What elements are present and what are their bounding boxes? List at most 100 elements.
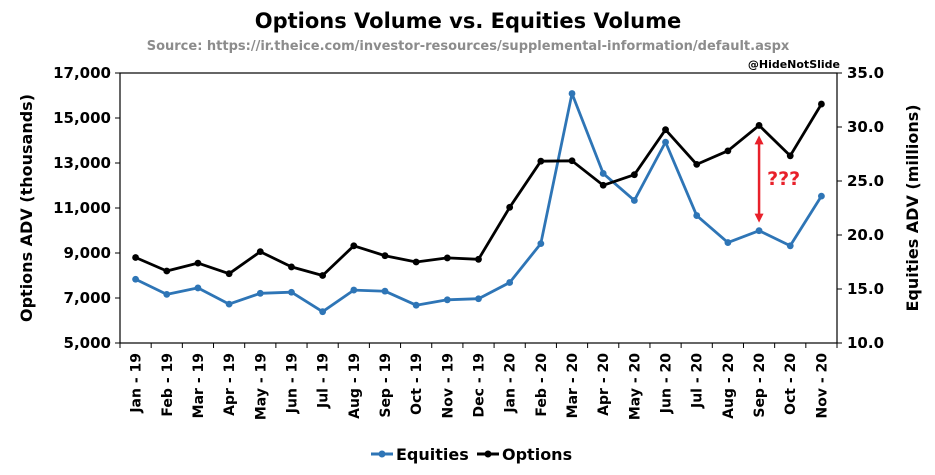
left-tick-label: 11,000 — [53, 199, 111, 217]
x-tick-label: Sep - 19 — [378, 353, 394, 418]
data-point-equities — [568, 90, 576, 97]
data-point-equities — [381, 287, 389, 295]
right-tick-label: 35.0 — [847, 64, 884, 82]
legend-marker-options — [484, 450, 492, 458]
right-tick-label: 20.0 — [847, 226, 884, 244]
data-point-options — [818, 100, 825, 108]
x-axis-ticks: Jan - 19 Feb - 19 Mar - 19 Apr - 19 May - 19… — [119, 343, 838, 420]
x-tick-label: May - 20 — [627, 353, 643, 420]
right-tick-label: 15.0 — [847, 280, 884, 298]
data-point-equities — [786, 242, 794, 250]
x-tick-label: May - 19 — [253, 353, 269, 420]
data-point-equities — [599, 170, 607, 177]
right-axis-ticks: 10.0 15.0 20.0 25.0 30.0 35.0 — [837, 64, 884, 352]
data-point-equities — [630, 197, 638, 204]
data-point-equities — [132, 275, 139, 283]
series-line-equities — [134, 92, 823, 314]
legend-label-options: Options — [502, 445, 572, 464]
x-tick-label: Mar - 19 — [191, 353, 207, 418]
data-point-options — [568, 157, 576, 165]
x-tick-label: Jan - 20 — [503, 353, 519, 414]
x-tick-label: Nov - 20 — [814, 353, 830, 419]
data-point-options — [443, 254, 451, 262]
annotation-label: ??? — [767, 168, 800, 190]
x-tick-label: Aug - 20 — [721, 353, 737, 419]
x-tick-label: Oct - 20 — [783, 353, 799, 415]
data-point-equities — [350, 286, 358, 294]
x-tick-label: Sep - 20 — [752, 353, 768, 418]
data-point-equities — [475, 295, 482, 303]
left-tick-label: 17,000 — [53, 64, 111, 82]
x-tick-label: Jan - 19 — [129, 353, 145, 414]
legend-label-equities: Equities — [396, 445, 469, 464]
left-tick-label: 9,000 — [64, 244, 111, 262]
data-point-equities — [194, 284, 202, 292]
x-tick-label: Mar - 20 — [565, 353, 581, 419]
x-tick-label: Apr - 19 — [222, 353, 238, 416]
data-point-options — [786, 152, 794, 160]
left-tick-label: 15,000 — [53, 109, 111, 127]
data-point-options — [630, 171, 638, 179]
data-point-options — [537, 157, 545, 165]
data-point-options — [693, 160, 701, 168]
data-point-options — [132, 254, 139, 261]
x-tick-label: Jun - 20 — [659, 353, 675, 414]
x-tick-label: Nov - 19 — [440, 353, 456, 419]
left-tick-label: 13,000 — [53, 154, 111, 172]
left-axis-label: Options ADV (thousands) — [17, 94, 36, 322]
x-tick-label: Apr - 20 — [596, 353, 612, 416]
legend: Equities Options — [371, 445, 572, 464]
legend-item-equities: Equities — [371, 445, 469, 464]
right-tick-label: 30.0 — [847, 118, 884, 136]
data-point-options — [599, 181, 607, 189]
data-point-options — [163, 267, 171, 275]
x-tick-label: Feb - 19 — [160, 353, 176, 417]
data-point-options — [412, 258, 420, 266]
left-axis-ticks: 5,000 7,000 9,000 11,000 13,000 15,000 17,000 — [53, 64, 120, 352]
data-point-equities — [163, 291, 171, 298]
x-tick-label: Feb - 20 — [534, 353, 550, 417]
chart-title: Options Volume vs. Equities Volume — [255, 9, 682, 33]
data-point-equities — [319, 308, 327, 316]
data-point-options — [755, 122, 763, 129]
data-point-options — [319, 272, 327, 279]
x-tick-label: Jul - 20 — [690, 353, 706, 409]
data-point-options — [475, 255, 482, 263]
data-point-equities — [256, 289, 264, 297]
data-point-options — [506, 203, 514, 211]
data-point-equities — [537, 240, 545, 248]
data-point-equities — [225, 300, 233, 308]
data-point-options — [724, 147, 732, 155]
data-point-equities — [443, 296, 451, 304]
right-tick-label: 10.0 — [847, 334, 884, 352]
arrow-head-up-icon — [754, 135, 764, 145]
series-layer — [132, 90, 825, 316]
data-point-equities — [755, 227, 763, 235]
data-point-equities — [724, 239, 732, 246]
left-tick-label: 7,000 — [64, 289, 111, 307]
data-point-options — [194, 259, 202, 267]
left-tick-label: 5,000 — [64, 334, 111, 352]
data-point-options — [381, 252, 389, 260]
x-tick-label: Jul - 19 — [316, 353, 332, 409]
data-point-equities — [693, 212, 701, 219]
data-point-options — [662, 126, 669, 134]
gap-annotation: ??? — [754, 135, 800, 223]
right-tick-label: 25.0 — [847, 172, 884, 190]
data-point-equities — [506, 279, 514, 286]
x-tick-label: Aug - 19 — [347, 353, 363, 419]
data-point-equities — [662, 138, 669, 146]
data-point-equities — [412, 301, 420, 309]
data-point-options — [225, 270, 233, 278]
data-point-equities — [288, 288, 295, 296]
data-point-equities — [818, 192, 825, 200]
data-point-options — [256, 248, 264, 256]
legend-marker-equities — [378, 450, 386, 458]
data-point-options — [288, 263, 295, 271]
right-axis-label: Equities ADV (millions) — [903, 104, 922, 311]
chart-subtitle: Source: https://ir.theice.com/investor-r… — [147, 39, 790, 54]
x-tick-label: Jun - 19 — [284, 353, 300, 414]
legend-item-options: Options — [477, 445, 572, 464]
x-tick-label: Dec - 19 — [472, 353, 488, 417]
series-line-options — [135, 103, 823, 277]
